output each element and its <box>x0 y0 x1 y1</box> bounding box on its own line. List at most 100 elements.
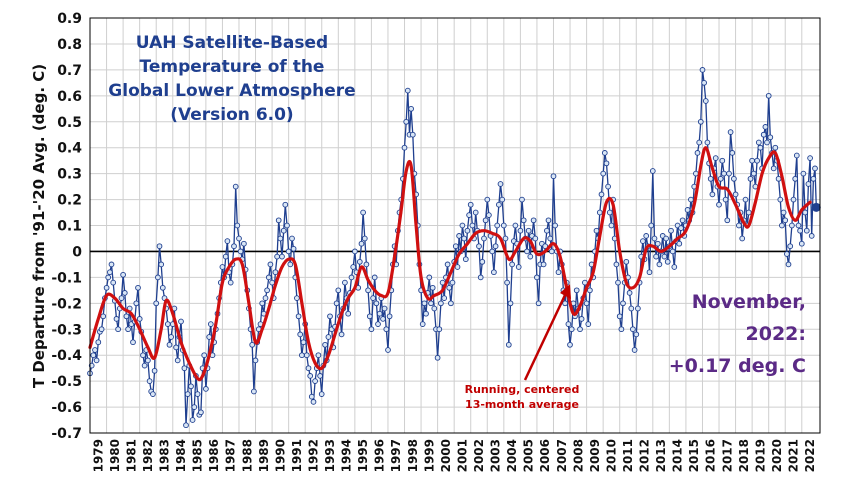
x-tick-label: 1988 <box>240 439 254 472</box>
y-tick-label: 0.1 <box>57 219 82 235</box>
x-tick-label: 2000 <box>439 439 453 472</box>
monthly-point <box>784 251 790 257</box>
monthly-point <box>507 300 514 307</box>
monthly-point <box>338 331 345 338</box>
monthly-point <box>767 134 774 141</box>
monthly-point <box>484 196 491 203</box>
monthly-point <box>325 334 332 340</box>
monthly-point <box>249 341 256 348</box>
monthly-point <box>520 217 527 224</box>
monthly-point <box>403 118 410 125</box>
x-tick-label: 1995 <box>356 439 370 472</box>
monthly-point <box>98 326 105 333</box>
monthly-point <box>181 365 188 372</box>
monthly-point <box>577 326 583 333</box>
latest-point <box>811 202 821 212</box>
monthly-point <box>234 222 241 229</box>
monthly-point <box>123 313 130 320</box>
monthly-point <box>191 404 198 410</box>
monthly-point <box>178 318 184 325</box>
monthly-point <box>494 222 501 229</box>
monthly-point <box>760 131 767 138</box>
monthly-point <box>573 287 580 294</box>
monthly-point <box>219 264 226 270</box>
monthly-point <box>352 248 358 255</box>
monthly-point <box>578 316 585 322</box>
callout-line: 2022: <box>746 323 806 345</box>
monthly-point <box>704 139 711 146</box>
monthly-point <box>661 253 668 260</box>
y-axis-label: T Departure from '91-'20 Avg. (deg. C) <box>30 64 48 388</box>
monthly-point <box>310 399 317 405</box>
y-tick-label: -0.4 <box>51 348 82 364</box>
monthly-point <box>605 183 611 190</box>
y-tick-label: -0.7 <box>51 426 82 442</box>
y-tick-label: -0.5 <box>51 374 82 390</box>
monthly-point <box>426 274 433 281</box>
x-tick-label: 1979 <box>91 439 105 472</box>
x-tick-label: 2012 <box>638 439 652 472</box>
monthly-point <box>373 300 380 307</box>
monthly-point <box>322 341 328 348</box>
monthly-point <box>613 261 620 268</box>
monthly-point <box>742 196 749 203</box>
monthly-point <box>534 274 540 281</box>
monthly-point <box>623 258 630 265</box>
x-tick-label: 2002 <box>472 439 486 472</box>
monthly-point <box>697 118 704 125</box>
monthly-point <box>303 352 310 359</box>
monthly-point <box>448 300 454 307</box>
monthly-point <box>376 310 383 317</box>
monthly-point <box>431 305 438 312</box>
monthly-point <box>434 354 441 361</box>
annotation-line: 13-month average <box>465 398 579 411</box>
monthly-point <box>505 341 512 348</box>
monthly-point <box>408 105 414 112</box>
monthly-point <box>236 235 242 242</box>
monthly-point <box>371 274 378 281</box>
monthly-point <box>810 175 817 182</box>
monthly-point <box>489 248 496 255</box>
monthly-point <box>727 129 734 135</box>
monthly-point <box>532 235 539 242</box>
monthly-point <box>765 92 772 99</box>
y-tick-label: 0.3 <box>57 167 82 183</box>
monthly-point <box>477 274 484 281</box>
monthly-point <box>141 362 148 369</box>
monthly-point <box>446 284 453 291</box>
monthly-point <box>684 207 691 213</box>
monthly-point <box>241 240 247 247</box>
y-tick-label: -0.1 <box>51 270 82 286</box>
annotation-arrowhead <box>560 284 571 299</box>
monthly-point <box>277 235 284 242</box>
monthly-point <box>363 261 370 268</box>
monthly-point <box>133 300 140 307</box>
x-tick-label: 1993 <box>323 439 337 472</box>
monthly-point <box>699 67 706 73</box>
monthly-point <box>156 243 163 250</box>
monthly-point <box>651 235 658 242</box>
monthly-point <box>404 87 411 94</box>
monthly-point <box>370 295 376 301</box>
monthly-point <box>206 334 213 340</box>
monthly-point <box>203 386 209 392</box>
monthly-point <box>676 240 683 247</box>
x-tick-label: 2001 <box>455 439 469 472</box>
title-line: Global Lower Atmosphere <box>108 81 355 101</box>
x-tick-label: 2020 <box>770 439 784 472</box>
monthly-point <box>524 248 530 255</box>
monthly-point <box>547 235 554 242</box>
monthly-point <box>295 313 302 320</box>
x-tick-label: 1986 <box>207 439 221 472</box>
monthly-point <box>93 357 100 364</box>
monthly-point <box>472 209 479 216</box>
monthly-point <box>795 222 802 229</box>
monthly-point <box>491 269 497 276</box>
x-tick-label: 2021 <box>787 439 801 472</box>
monthly-point <box>732 191 739 198</box>
monthly-point <box>464 227 471 234</box>
monthly-point <box>747 175 754 182</box>
monthly-point <box>305 365 312 372</box>
monthly-point <box>449 279 456 286</box>
monthly-point <box>671 264 678 270</box>
